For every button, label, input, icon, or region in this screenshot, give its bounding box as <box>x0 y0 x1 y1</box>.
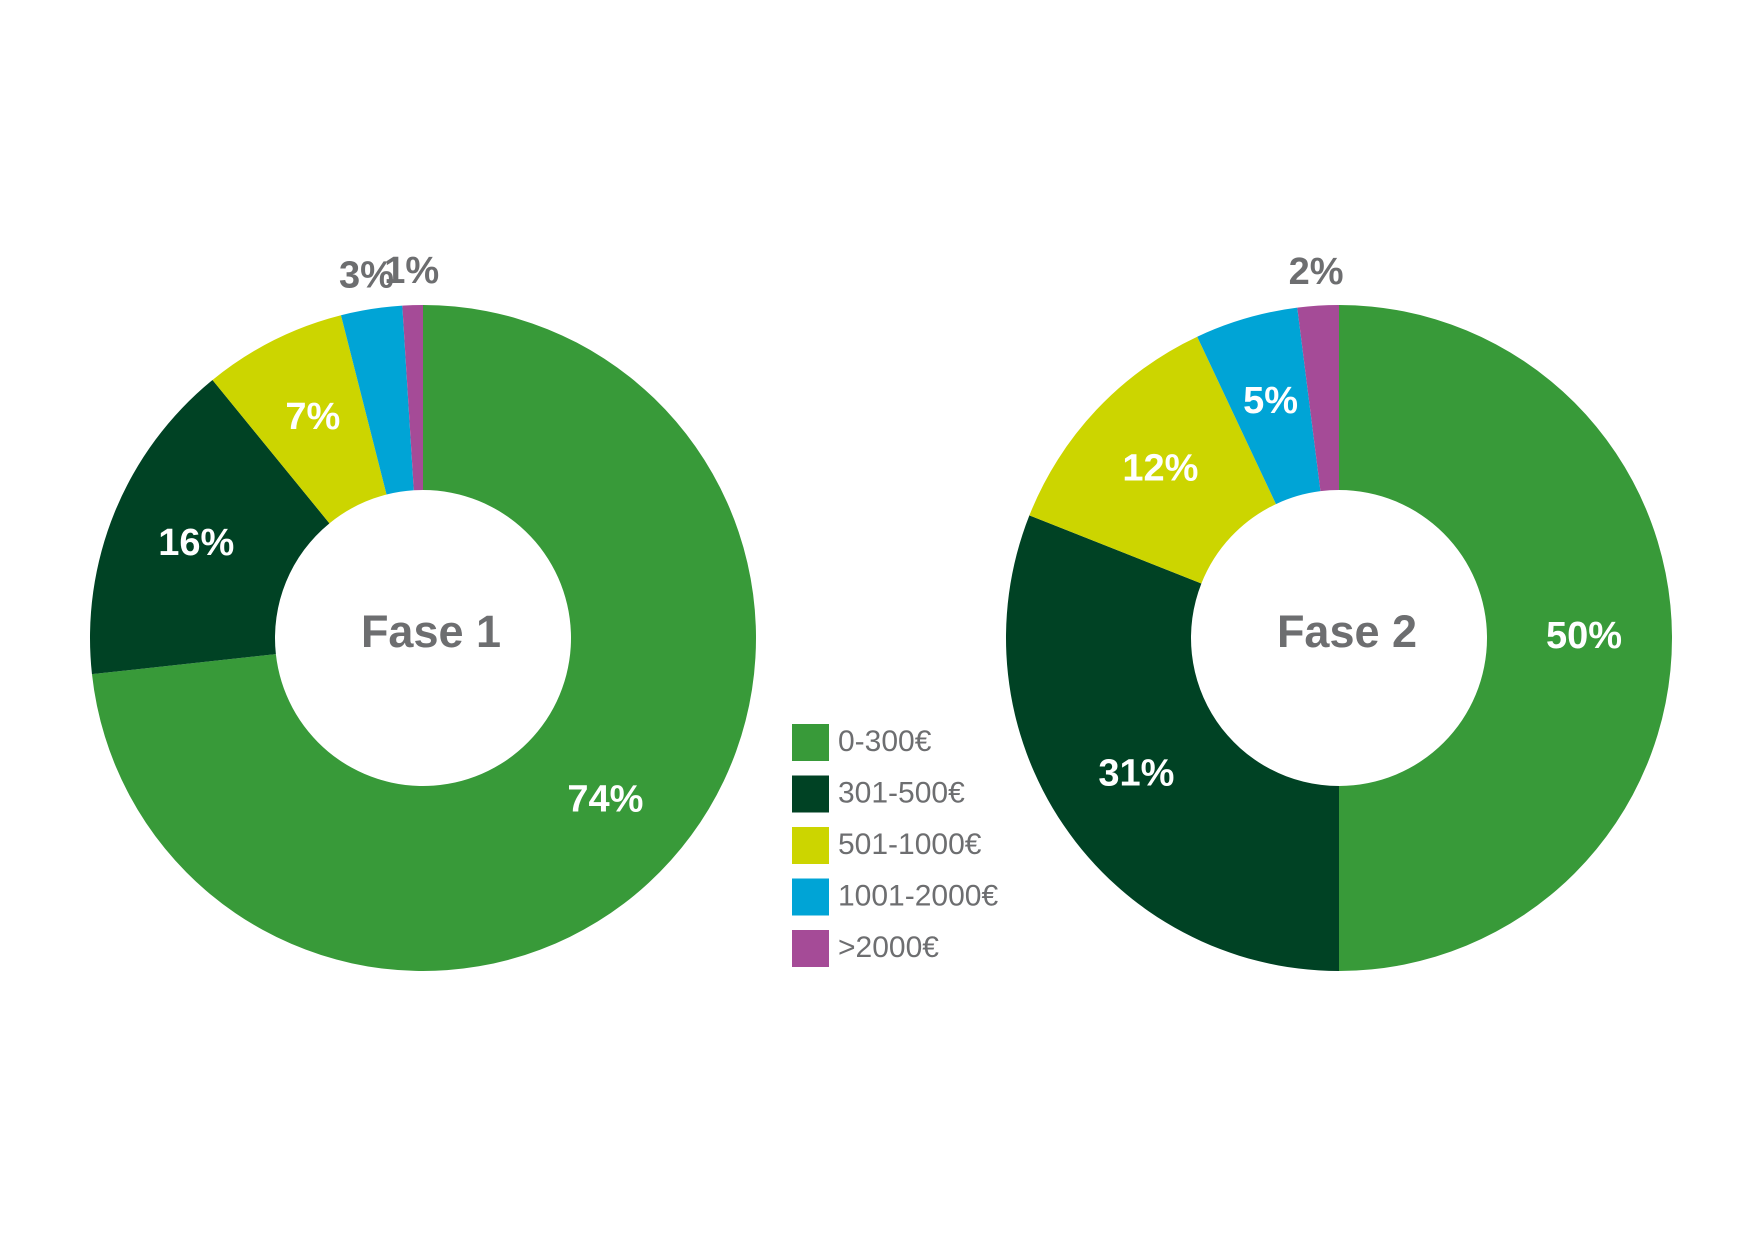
chart-title: Fase 1 <box>361 606 501 657</box>
slice <box>1197 307 1321 505</box>
legend-swatch <box>792 878 829 916</box>
slice <box>1339 305 1672 971</box>
chart-title: Fase 2 <box>1277 606 1417 657</box>
value-label: 5% <box>1243 380 1298 422</box>
value-label: 1% <box>384 250 439 292</box>
slice <box>212 315 387 524</box>
legend-label: >2000€ <box>838 931 939 964</box>
slice <box>1029 336 1276 584</box>
value-label: 2% <box>1289 251 1344 293</box>
legend-swatch <box>792 930 829 967</box>
legend-label: 1001-2000€ <box>838 879 998 912</box>
slice <box>91 305 756 971</box>
legend-swatch <box>792 775 829 813</box>
slice <box>1005 515 1339 971</box>
legend-swatch <box>792 724 829 761</box>
value-label: 16% <box>158 522 234 564</box>
slice <box>402 305 423 491</box>
value-label: 12% <box>1122 447 1198 489</box>
slice <box>90 379 330 675</box>
value-label: 74% <box>567 779 643 821</box>
value-label: 3% <box>339 254 394 296</box>
legend-swatch <box>792 827 829 864</box>
slice <box>1297 305 1339 492</box>
value-label: 31% <box>1098 753 1174 795</box>
slice <box>340 305 414 495</box>
legend-label: 0-300€ <box>838 725 932 758</box>
legend-label: 301-500€ <box>838 776 965 809</box>
value-label: 50% <box>1546 615 1622 657</box>
value-label: 7% <box>285 396 340 438</box>
legend-label: 501-1000€ <box>838 828 982 861</box>
